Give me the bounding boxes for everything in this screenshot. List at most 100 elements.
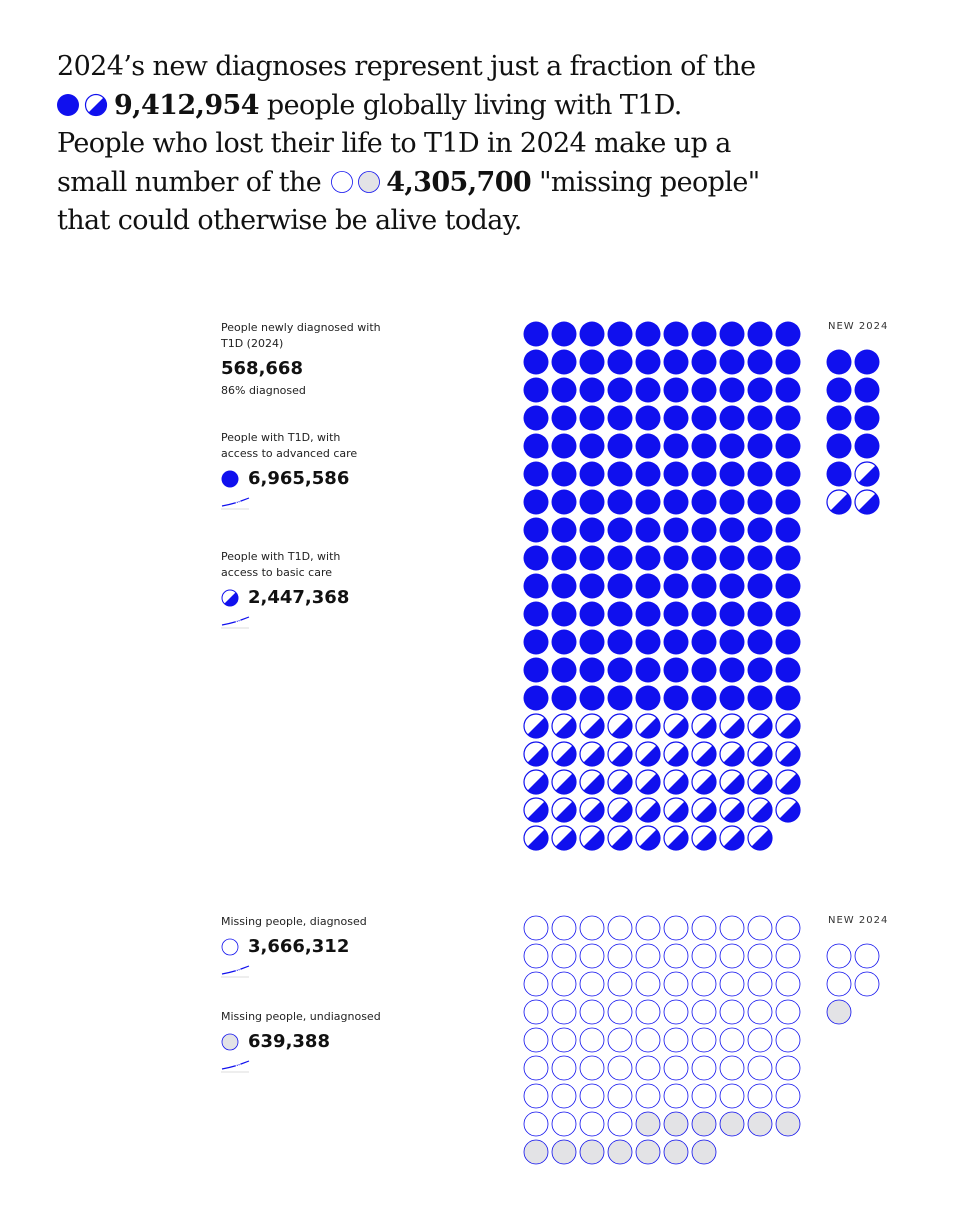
- waffle-dot-outline: [691, 971, 717, 997]
- waffle-dot-outline: [551, 1027, 577, 1053]
- waffle-dot-half: [663, 825, 689, 851]
- waffle-dot-full: [551, 433, 577, 459]
- waffle-dot-half: [747, 825, 773, 851]
- waffle-dot-full: [854, 405, 880, 431]
- waffle-dot-outline: [691, 943, 717, 969]
- waffle-dot-full: [635, 349, 661, 375]
- waffle-dot-full: [747, 461, 773, 487]
- waffle-dot-outline: [747, 915, 773, 941]
- waffle-dot-half: [691, 797, 717, 823]
- waffle-dot-full: [579, 629, 605, 655]
- waffle-dot-full: [579, 489, 605, 515]
- waffle-dot-full: [691, 405, 717, 431]
- grey-circle-icon: [221, 1033, 239, 1051]
- waffle-dot-half: [775, 713, 801, 739]
- waffle-dot-outline: [635, 1083, 661, 1109]
- waffle-dot-full: [579, 461, 605, 487]
- missing-new-2024-label: NEW 2024: [828, 915, 889, 926]
- waffle-dot-outline: [747, 1027, 773, 1053]
- waffle-dot-outline: [551, 943, 577, 969]
- waffle-dot-full: [551, 629, 577, 655]
- waffle-dot-full: [551, 573, 577, 599]
- waffle-dot-full: [551, 657, 577, 683]
- waffle-dot-full: [663, 657, 689, 683]
- waffle-dot-full: [607, 349, 633, 375]
- waffle-dot-outline: [607, 915, 633, 941]
- waffle-dot-full: [607, 545, 633, 571]
- waffle-dot-half: [607, 797, 633, 823]
- waffle-dot-full: [747, 349, 773, 375]
- waffle-dot-full: [826, 461, 852, 487]
- waffle-dot-full: [719, 685, 745, 711]
- waffle-dot-outline: [551, 1111, 577, 1137]
- waffle-dot-full: [719, 489, 745, 515]
- waffle-dot-full: [775, 573, 801, 599]
- waffle-dot-full: [691, 433, 717, 459]
- waffle-dot-outline: [607, 1083, 633, 1109]
- waffle-dot-full: [663, 433, 689, 459]
- waffle-dot-half: [607, 713, 633, 739]
- waffle-dot-outline: [775, 999, 801, 1025]
- waffle-dot-full: [663, 629, 689, 655]
- waffle-dot-outline: [551, 971, 577, 997]
- waffle-dot-full: [523, 489, 549, 515]
- waffle-dot-half: [826, 489, 852, 515]
- waffle-dot-full: [579, 685, 605, 711]
- waffle-dot-full: [579, 545, 605, 571]
- waffle-dot-half: [635, 797, 661, 823]
- waffle-dot-full: [523, 377, 549, 403]
- waffle-dot-full: [691, 377, 717, 403]
- waffle-dot-outline: [719, 1027, 745, 1053]
- waffle-dot-outline: [663, 1055, 689, 1081]
- half-circle-icon: [221, 589, 239, 607]
- waffle-dot-outline: [691, 1027, 717, 1053]
- waffle-dot-outline: [775, 1083, 801, 1109]
- waffle-dot-full: [635, 545, 661, 571]
- living-waffle-chart: [523, 321, 801, 851]
- waffle-dot-outline: [523, 1083, 549, 1109]
- waffle-dot-half: [635, 825, 661, 851]
- waffle-dot-full: [691, 601, 717, 627]
- waffle-dot-full: [551, 377, 577, 403]
- waffle-dot-half: [747, 713, 773, 739]
- waffle-dot-outline: [607, 1055, 633, 1081]
- intro-text-2: people globally living with T1D. People …: [57, 89, 731, 198]
- waffle-dot-full: [635, 685, 661, 711]
- waffle-dot-full: [607, 377, 633, 403]
- missing-undiagnosed-value: 639,388: [248, 1031, 330, 1052]
- waffle-dot-half: [747, 769, 773, 795]
- waffle-dot-outline: [747, 999, 773, 1025]
- advanced-care-label: People with T1D, with access to advanced…: [221, 431, 358, 460]
- waffle-dot-full: [635, 489, 661, 515]
- waffle-dot-full: [691, 489, 717, 515]
- waffle-dot-full: [635, 461, 661, 487]
- waffle-dot-full: [523, 517, 549, 543]
- waffle-dot-full: [523, 545, 549, 571]
- diagnosed-percent: 86% diagnosed: [221, 384, 306, 397]
- waffle-dot-full: [663, 545, 689, 571]
- waffle-dot-outline: [523, 1027, 549, 1053]
- waffle-dot-full: [775, 517, 801, 543]
- waffle-dot-full: [775, 433, 801, 459]
- waffle-dot-full: [551, 685, 577, 711]
- waffle-dot-half: [719, 769, 745, 795]
- waffle-dot-full: [747, 657, 773, 683]
- waffle-dot-grey: [579, 1139, 605, 1165]
- missing-undiagnosed-row: 639,388: [221, 1031, 381, 1052]
- waffle-dot-full: [607, 629, 633, 655]
- missing-undiagnosed-label: Missing people, undiagnosed: [221, 1010, 381, 1023]
- waffle-dot-half: [635, 769, 661, 795]
- waffle-dot-full: [719, 657, 745, 683]
- waffle-dot-full: [747, 321, 773, 347]
- waffle-dot-half: [607, 769, 633, 795]
- waffle-dot-full: [719, 629, 745, 655]
- waffle-dot-full: [826, 377, 852, 403]
- waffle-dot-full: [826, 433, 852, 459]
- waffle-dot-full: [663, 573, 689, 599]
- waffle-dot-full: [551, 601, 577, 627]
- waffle-dot-full: [775, 321, 801, 347]
- missing-diagnosed-sparkline: [221, 965, 250, 978]
- waffle-dot-full: [775, 601, 801, 627]
- waffle-dot-half: [551, 741, 577, 767]
- waffle-dot-full: [579, 601, 605, 627]
